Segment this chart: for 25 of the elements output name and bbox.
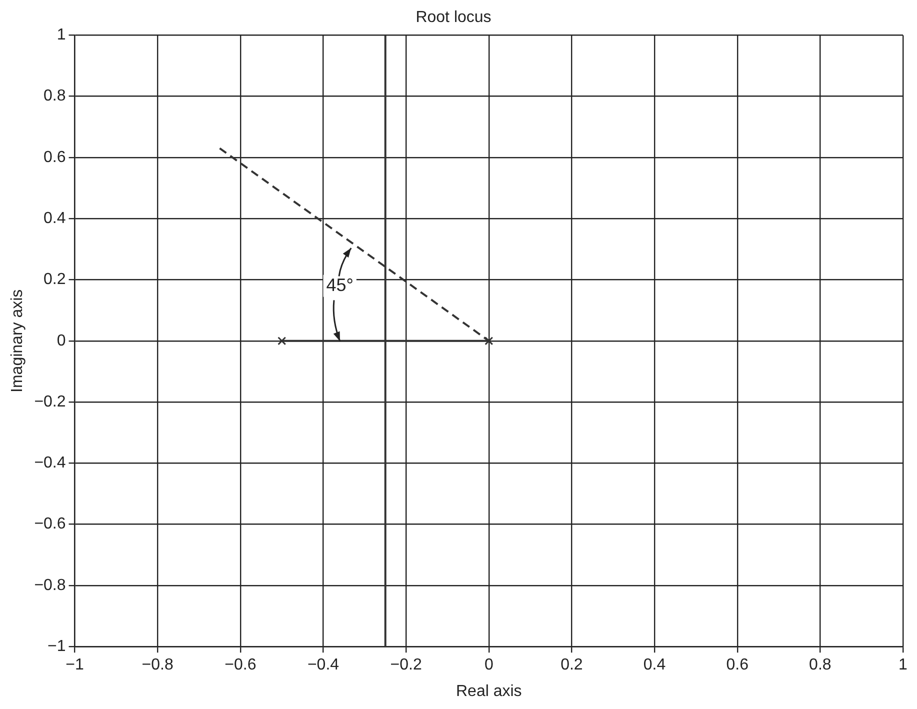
x-tick-label: −0.8 (142, 656, 174, 674)
y-tick-label: −0.8 (34, 576, 66, 594)
x-tick-label: 0.8 (809, 656, 832, 674)
y-tick-label: −0.6 (34, 516, 66, 533)
y-axis-title: Imaginary axis (9, 289, 26, 392)
x-tick-label: 0 (484, 656, 494, 674)
y-tick-label: 0.4 (44, 210, 66, 228)
x-tick-label: 0.2 (560, 656, 583, 674)
x-axis-title: Real axis (456, 682, 522, 700)
y-tick-label: 0.6 (44, 148, 66, 166)
x-tick-label: 1 (898, 656, 908, 674)
x-tick-label: 0.4 (643, 656, 666, 674)
y-tick-label: −1 (48, 638, 66, 656)
x-tick-label: −0.6 (224, 656, 256, 674)
y-tick-label: 0 (56, 332, 66, 350)
chart-title: Root locus (416, 9, 492, 26)
y-tick-label: 1 (56, 26, 66, 44)
y-tick-label: 0.2 (44, 271, 66, 288)
y-tick-label: 0.8 (44, 88, 66, 105)
x-tick-label: −0.2 (390, 656, 422, 674)
x-tick-label: −0.4 (307, 656, 340, 674)
x-tick-label: 0.6 (726, 656, 749, 674)
annotation: 45° (326, 274, 354, 295)
y-tick-label: −0.2 (34, 393, 66, 410)
y-tick-label: −0.4 (34, 454, 66, 472)
